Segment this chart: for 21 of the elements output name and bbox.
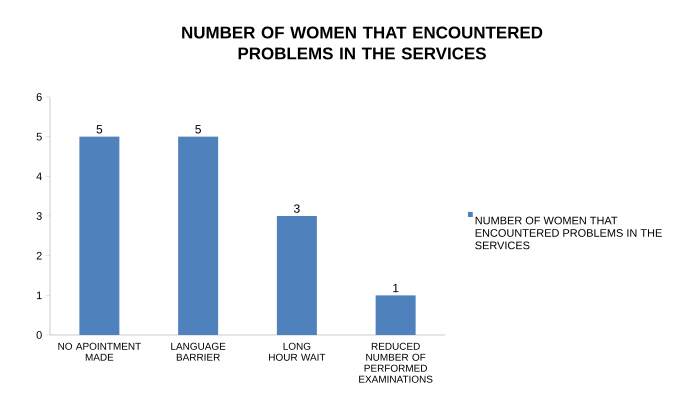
y-tick-label: 6 [36, 93, 42, 101]
bar [79, 136, 120, 335]
y-tick-label: 4 [36, 172, 42, 180]
legend-label: NUMBER OF WOMEN THAT ENCOUNTERED PROBLEMS IN THE SERVICES [475, 216, 662, 250]
y-tick-label: 0 [36, 331, 42, 339]
y-tick-label: 1 [36, 292, 42, 300]
x-tick-label: LONG HOUR WAIT [269, 342, 326, 361]
y-tick-label: 5 [36, 132, 42, 140]
bar [276, 216, 317, 335]
chart-title: NUMBER OF WOMEN THAT ENCOUNTERED PROBLEMS IN THE SERVICES [182, 26, 542, 60]
data-label: 5 [96, 125, 102, 134]
y-tick-label: 2 [36, 252, 42, 260]
x-tick-label: NO APOINTMENT MADE [58, 342, 141, 361]
x-tick-label: LANGUAGE BARRIER [171, 342, 226, 361]
data-label: 1 [393, 284, 398, 292]
data-label: 5 [195, 125, 201, 134]
bar [376, 295, 416, 335]
y-tick-label: 3 [36, 212, 42, 220]
bar [178, 136, 218, 335]
x-tick-label: REDUCED NUMBER OF PERFORMED EXAMINATIONS [359, 342, 432, 383]
data-label: 3 [294, 204, 300, 213]
